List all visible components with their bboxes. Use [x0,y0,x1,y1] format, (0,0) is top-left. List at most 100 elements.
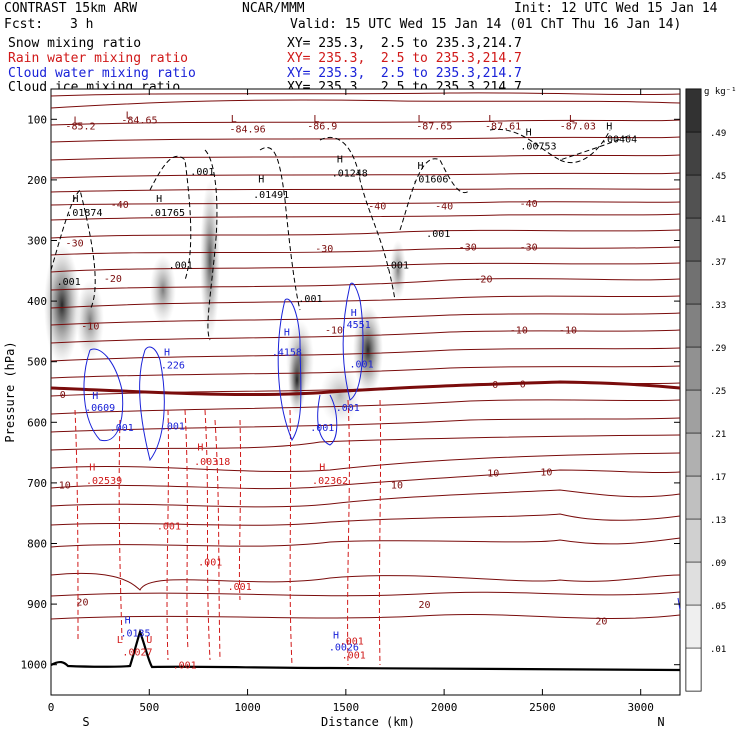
rain-label: H [197,443,203,454]
colorbar-label: .49 [710,129,726,139]
cloudwater-label: .0026 [329,643,359,654]
legend-rain-name: Rain water mixing ratio [8,51,189,66]
freezing-level-isotherm [50,380,681,397]
colorbar-label: .25 [710,387,726,397]
x-tick-label: 3000 [627,701,654,714]
cloudwater-label: H [333,630,339,641]
shade-blob [44,245,80,365]
cloudwater-label: H [284,327,290,338]
cloudwater-label: .001 [336,403,360,414]
rain-label: .001 [228,582,252,593]
south-label: S [82,715,89,729]
colorbar-label: .29 [710,344,726,354]
legend-cloudwater-xy: XY= 235.3, 2.5 to 235.3,214.7 [287,66,522,81]
temperature-label: L [231,114,237,125]
temperature-label: -40 [520,199,538,210]
rain-label: .001 [198,558,222,569]
snow-label: H [418,161,424,172]
rain-contours [74,399,382,666]
snow-label: .00753 [520,141,556,152]
x-axis-label: Distance (km) [321,715,415,729]
colorbar-cell [685,88,702,133]
model-title: CONTRAST 15km ARW [4,1,138,16]
temperature-label: -40 [368,201,386,212]
y-tick-label: 700 [27,477,47,490]
shade-blob [288,345,306,415]
temperature-label: -40 [111,200,129,211]
colorbar-label: .09 [710,559,726,569]
colorbar-cell [685,260,702,305]
axis-ticks: 0 500 1000 1500 2000 2500 30001002003004005006… [21,89,680,714]
temperature-label: -10 [81,321,99,332]
x-tick-label: 0 [48,701,55,714]
rain-label: .001 [173,661,197,672]
snow-label: H [526,127,532,138]
snow-label: .00404 [601,135,637,146]
shade-blob [390,240,406,300]
temperature-label: -84.96 [230,124,266,135]
temperature-label: -20 [474,275,492,286]
y-tick-label: 200 [27,174,47,187]
temperature-label: L [74,115,80,126]
legend-rain-xy: XY= 235.3, 2.5 to 235.3,214.7 [287,51,522,66]
cloudwater-label: H [125,615,131,626]
rain-label: .001 [340,636,364,647]
temperature-label: -20 [104,274,122,285]
snow-contours [50,128,631,341]
x-tick-label: 500 [139,701,159,714]
cloudwater-label: H [92,391,98,402]
rain-label: .001 [342,650,366,661]
cloudwater-label: .001 [110,423,134,434]
y-tick-label: 400 [27,295,47,308]
cloudwater-label: .001 [310,423,334,434]
snow-label: .01491 [253,190,289,201]
shade-blob [353,305,383,395]
colorbar-label: .41 [710,215,726,225]
legend-snow-name: Snow mixing ratio [8,36,142,51]
rain-label: L [117,635,123,646]
rain-label: .0027 [122,647,152,658]
temperature-label: L [126,110,132,121]
snow-label: .001 [169,261,193,272]
snow-label: .01248 [332,169,368,180]
temperature-label: 10 [540,467,552,478]
temperature-label: -85.2 [65,121,95,132]
colorbar-cell [685,389,702,434]
colorbar-cell [685,174,702,219]
temperature-label: L [488,114,494,125]
temperature-label: 10 [59,481,71,492]
cloudwater-label: .4158 [272,347,302,358]
x-tick-label: 1500 [333,701,360,714]
temperature-label: -10 [325,326,343,337]
y-tick-label: 100 [27,113,47,126]
snow-label: .001 [426,229,450,240]
cloudwater-contours [83,282,681,611]
y-tick-label: 500 [27,356,47,369]
init-time: Init: 12 UTC Wed 15 Jan 14 [514,1,718,16]
temperature-label: -10 [559,326,577,337]
colorbar-label: .37 [710,258,726,268]
snow-label: H [606,121,612,132]
rain-label: U [146,635,152,646]
x-tick-label: 2000 [431,701,458,714]
temperature-label: -87.61 [485,121,521,132]
snow-label: H [156,194,162,205]
cloudwater-label: .226 [161,361,185,372]
cloudwater-label: .001 [350,360,374,371]
snow-label: .001 [298,294,322,305]
temperature-label: -30 [520,243,538,254]
x-tick-label: 1000 [234,701,261,714]
colorbar-cell [685,518,702,563]
shade-blob [200,180,220,340]
cloudwater-label: .001 [161,421,185,432]
rain-label: .02539 [86,476,122,487]
snow-label: .001 [190,167,214,178]
colorbar-cell [685,131,702,176]
temperature-label: L [569,114,575,125]
legend-snow-xy: XY= 235.3, 2.5 to 235.3,214.7 [287,36,522,51]
colorbar: g kg⁻¹ .01 .05 .09 .13 .17 .21 .25 .29 .33 .37 .41… [685,87,737,692]
rain-label: .02362 [312,476,348,487]
shade-blob [76,280,104,360]
x-tick-label: 2500 [529,701,556,714]
